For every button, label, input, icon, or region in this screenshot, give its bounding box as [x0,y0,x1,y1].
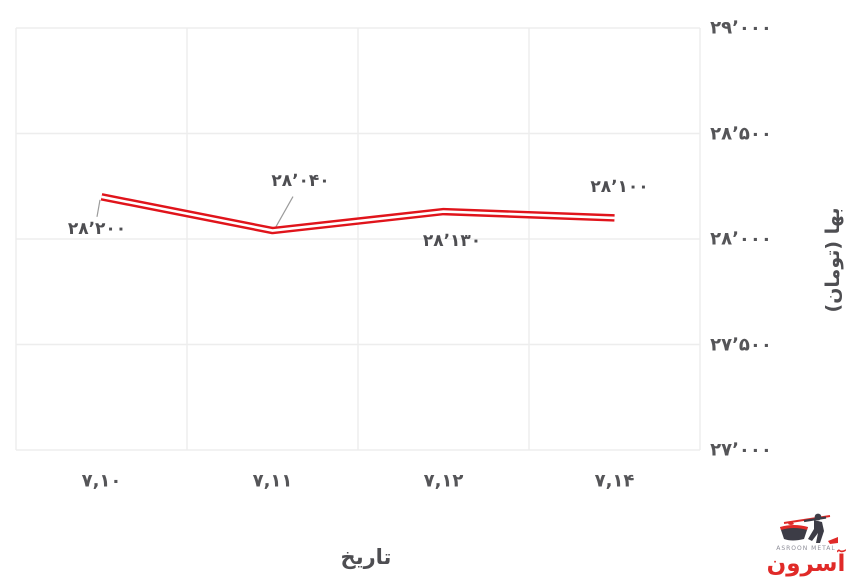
label-leader-line [96,199,101,217]
data-point-label: ۲۸٬۱۳۰ [422,230,482,251]
x-tick-label: ۷,۱۱ [252,470,293,492]
data-point-label: ۲۸٬۰۴۰ [271,170,330,191]
y-tick-label: ۲۷٬۵۰۰ [710,334,772,355]
price-line-core [101,195,615,232]
data-point-label: ۲۸٬۱۰۰ [590,176,649,197]
y-tick-label: ۲۹٬۰۰۰ [710,17,772,39]
y-axis-title: بها (تومان) [822,207,844,313]
logo-brand: آسرون [766,551,846,577]
x-tick-label: ۷,۱۴ [594,470,635,492]
label-leader-line [274,196,294,228]
data-point-label: ۲۸٬۲۰۰ [67,218,127,239]
y-tick-label: ۲۸٬۵۰۰ [710,123,772,144]
logo-subtitle: ASROON METAL [776,545,836,552]
x-tick-label: ۷,۱۲ [423,470,464,492]
y-tick-label: ۲۸٬۰۰۰ [710,228,772,250]
logo-emblem-icon [780,513,838,544]
x-axis-title: تاریخ [340,545,392,569]
y-tick-label: ۲۷٬۰۰۰ [710,439,772,461]
asroon-logo: ASROON METAL آسرون [756,511,856,581]
x-tick-label: ۷,۱۰ [81,470,122,492]
